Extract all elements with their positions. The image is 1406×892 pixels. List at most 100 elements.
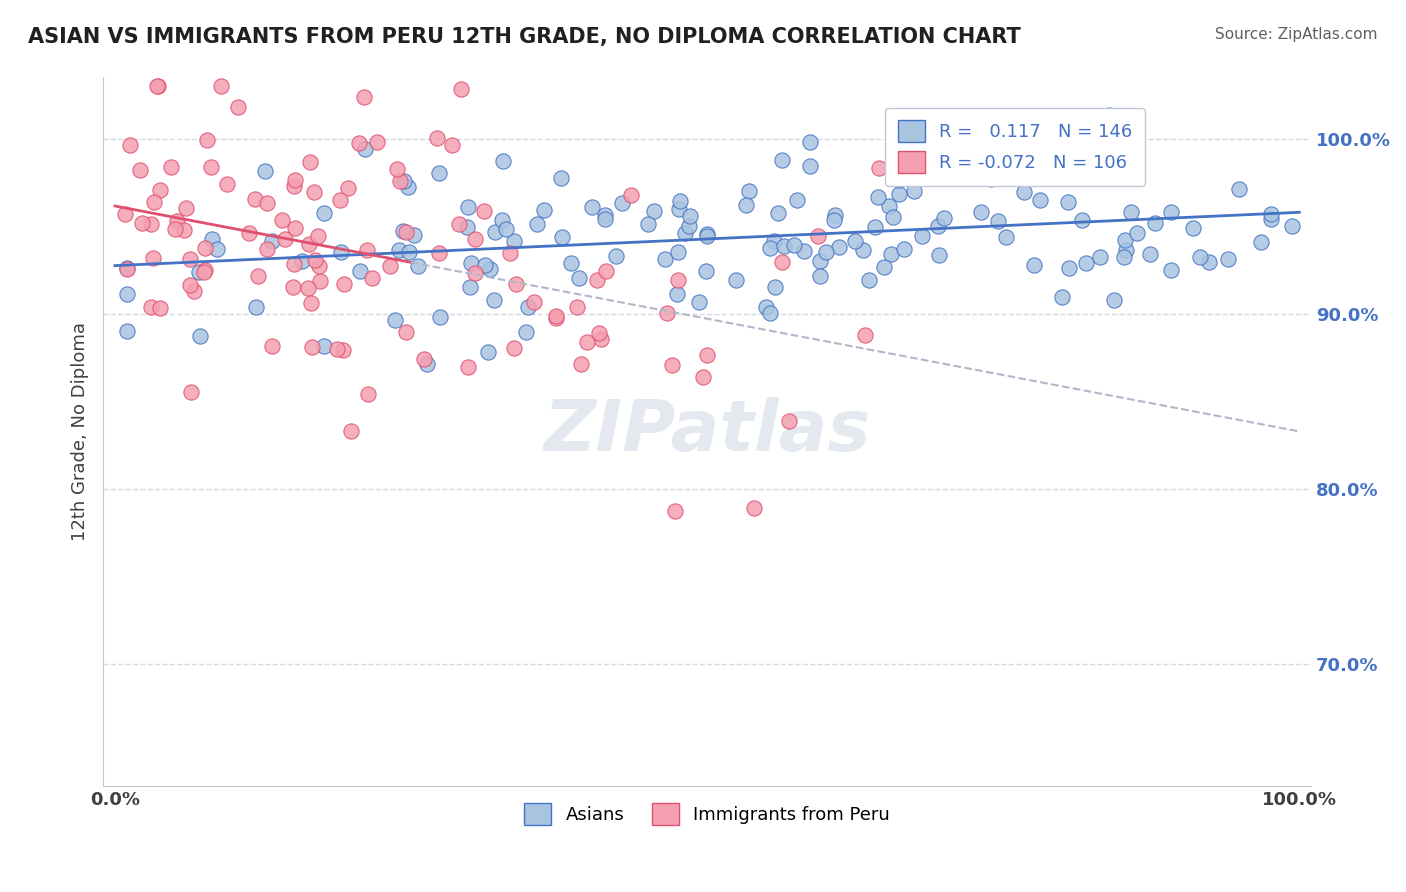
Asians xyxy=(980,171,1002,186)
Asians xyxy=(1112,250,1135,264)
Asians xyxy=(759,242,782,256)
Asians xyxy=(398,245,420,260)
Immigrants from Peru xyxy=(329,193,352,207)
Immigrants from Peru xyxy=(308,259,330,273)
Asians xyxy=(568,271,591,285)
Immigrants from Peru xyxy=(457,360,479,375)
Immigrants from Peru xyxy=(586,273,609,287)
Asians xyxy=(515,325,537,339)
Immigrants from Peru xyxy=(215,177,238,191)
Asians xyxy=(458,280,481,294)
Immigrants from Peru xyxy=(262,339,284,353)
Immigrants from Peru xyxy=(853,327,876,342)
Asians xyxy=(696,227,718,242)
Immigrants from Peru xyxy=(569,357,592,371)
Asians xyxy=(416,357,439,371)
Immigrants from Peru xyxy=(412,352,434,367)
Asians xyxy=(666,286,689,301)
Asians xyxy=(404,227,426,242)
Asians xyxy=(482,293,505,308)
Immigrants from Peru xyxy=(336,180,359,194)
Immigrants from Peru xyxy=(666,272,689,286)
Asians xyxy=(353,142,375,156)
Asians xyxy=(517,301,540,315)
Asians xyxy=(877,199,900,213)
Asians xyxy=(245,300,267,314)
Asians xyxy=(1198,254,1220,268)
Asians xyxy=(903,184,925,198)
Asians xyxy=(1114,233,1136,247)
Asians xyxy=(783,238,806,252)
Immigrants from Peru xyxy=(142,251,165,265)
Text: Source: ZipAtlas.com: Source: ZipAtlas.com xyxy=(1215,27,1378,42)
Asians xyxy=(330,245,353,260)
Asians xyxy=(673,227,696,241)
Asians xyxy=(927,219,949,234)
Immigrants from Peru xyxy=(357,387,380,401)
Asians xyxy=(1102,293,1125,307)
Asians xyxy=(291,253,314,268)
Immigrants from Peru xyxy=(450,82,472,96)
Asians xyxy=(457,200,479,214)
Asians xyxy=(844,235,866,249)
Asians xyxy=(725,272,748,286)
Immigrants from Peru xyxy=(195,133,218,147)
Asians xyxy=(479,262,502,277)
Asians xyxy=(766,206,789,220)
Asians xyxy=(533,203,555,218)
Immigrants from Peru xyxy=(149,301,172,315)
Asians xyxy=(1115,244,1137,258)
Immigrants from Peru xyxy=(139,217,162,231)
Asians xyxy=(770,153,793,168)
Asians xyxy=(995,229,1018,244)
Immigrants from Peru xyxy=(546,309,568,323)
Immigrants from Peru xyxy=(193,241,215,255)
Immigrants from Peru xyxy=(441,138,464,153)
Immigrants from Peru xyxy=(283,178,305,193)
Immigrants from Peru xyxy=(160,160,183,174)
Asians xyxy=(1260,212,1282,227)
Asians xyxy=(1099,156,1122,170)
Asians xyxy=(188,265,211,279)
Asians xyxy=(396,180,419,194)
Asians xyxy=(392,224,415,238)
Asians xyxy=(477,345,499,359)
Asians xyxy=(668,202,690,217)
Asians xyxy=(1001,168,1024,182)
Immigrants from Peru xyxy=(307,229,329,244)
Asians xyxy=(406,259,429,273)
Immigrants from Peru xyxy=(696,348,718,362)
Asians xyxy=(772,238,794,252)
Immigrants from Peru xyxy=(464,232,486,246)
Asians xyxy=(799,159,821,173)
Immigrants from Peru xyxy=(588,326,610,341)
Immigrants from Peru xyxy=(347,136,370,151)
Immigrants from Peru xyxy=(299,295,322,310)
Asians xyxy=(987,213,1010,227)
Asians xyxy=(893,242,915,256)
Asians xyxy=(799,135,821,149)
Immigrants from Peru xyxy=(256,242,278,256)
Asians xyxy=(1047,167,1070,181)
Asians xyxy=(1076,256,1098,270)
Immigrants from Peru xyxy=(770,254,793,268)
Asians xyxy=(695,264,717,278)
Immigrants from Peru xyxy=(464,266,486,280)
Asians xyxy=(1181,221,1204,235)
Asians xyxy=(200,232,222,246)
Asians xyxy=(668,194,690,208)
Asians xyxy=(1126,227,1149,241)
Asians xyxy=(873,260,896,274)
Asians xyxy=(1281,219,1303,233)
Immigrants from Peru xyxy=(575,335,598,350)
Asians xyxy=(460,256,482,270)
Immigrants from Peru xyxy=(179,277,201,292)
Immigrants from Peru xyxy=(389,174,412,188)
Asians xyxy=(688,295,710,310)
Immigrants from Peru xyxy=(298,155,321,169)
Immigrants from Peru xyxy=(366,135,388,149)
Asians xyxy=(117,287,139,301)
Asians xyxy=(823,212,845,227)
Immigrants from Peru xyxy=(247,269,270,284)
Asians xyxy=(495,222,517,236)
